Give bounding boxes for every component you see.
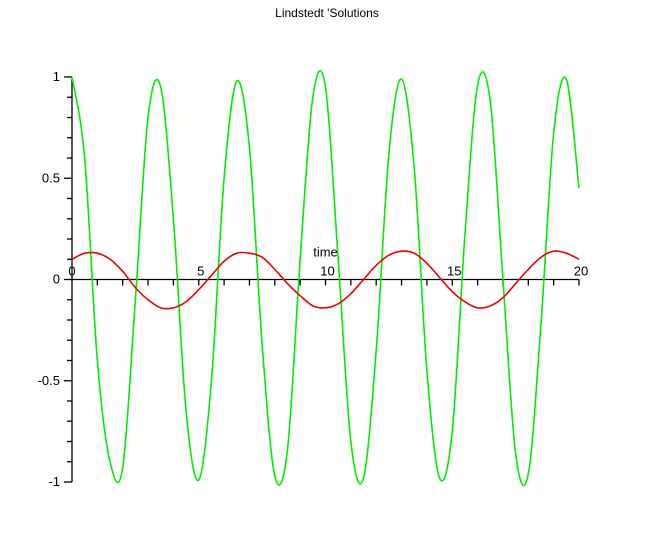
axes bbox=[64, 76, 580, 483]
series-layer bbox=[71, 69, 580, 487]
x-tick-label: 0 bbox=[68, 264, 75, 279]
x-tick-label: 20 bbox=[574, 264, 588, 279]
x-axis-label: time bbox=[313, 245, 338, 260]
y-tick-label: -1 bbox=[48, 474, 60, 489]
series-line-1 bbox=[71, 69, 580, 487]
x-tick-label: 15 bbox=[447, 264, 461, 279]
y-tick-label: -0.5 bbox=[38, 373, 60, 388]
x-tick-label: 5 bbox=[197, 264, 204, 279]
chart-title: Lindstedt 'Solutions bbox=[275, 6, 379, 20]
y-tick-label: 0.5 bbox=[42, 170, 60, 185]
series-line-2 bbox=[71, 250, 580, 310]
y-tick-label: 0 bbox=[53, 272, 60, 287]
y-tick-label: 1 bbox=[53, 69, 60, 84]
x-tick-label: 10 bbox=[320, 264, 334, 279]
tick-labels: 0 5 10 15 20 1 0.5 0 -0.5 -1 time bbox=[38, 69, 589, 489]
